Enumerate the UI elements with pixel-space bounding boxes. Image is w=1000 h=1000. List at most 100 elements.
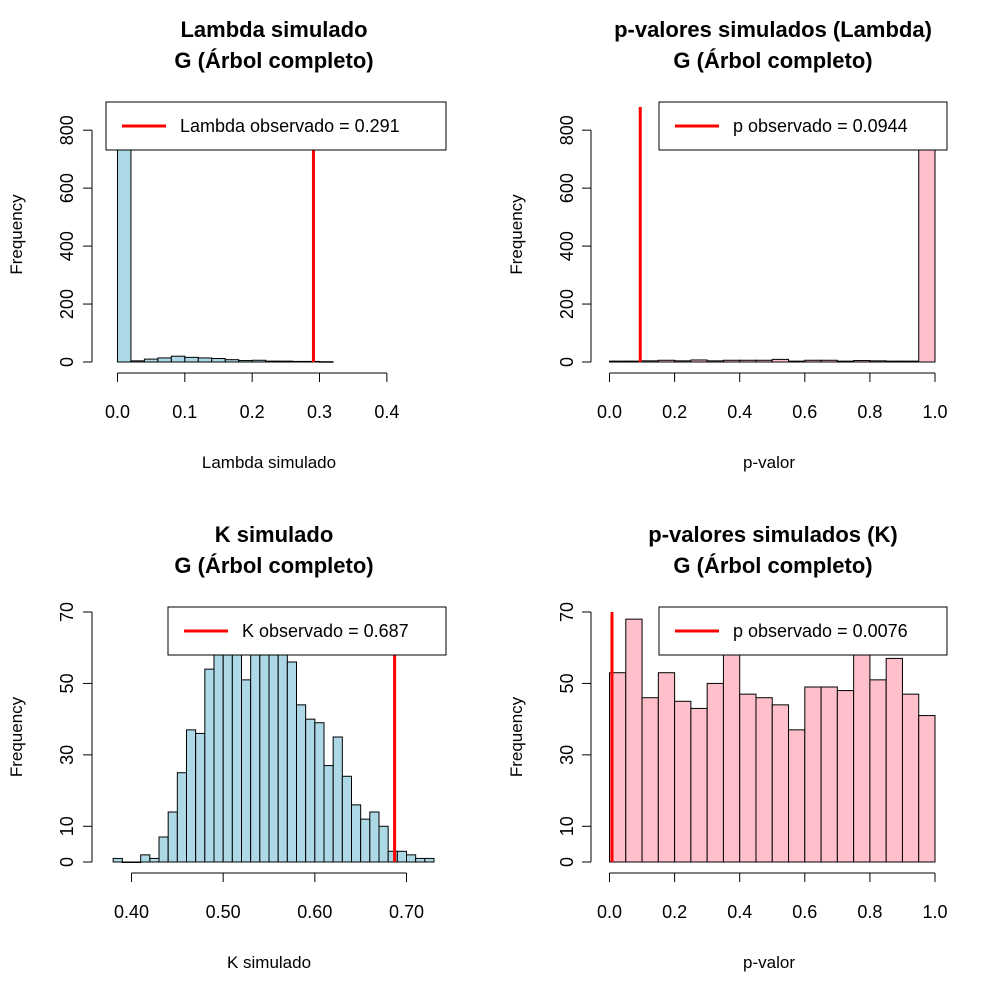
x-tick-label: 0.70 — [389, 902, 424, 922]
y-tick-label: 70 — [57, 602, 77, 622]
histogram-bar — [121, 861, 133, 863]
histogram-bar — [771, 358, 790, 363]
y-tick-label: 400 — [57, 231, 77, 261]
histogram-bar — [674, 700, 692, 863]
histogram-bar — [918, 715, 936, 863]
chart-panel-3: K simulado G (Árbol completo) 0.40 0.50 0.60… — [7, 522, 447, 972]
histogram-bar — [901, 693, 920, 863]
legend: Lambda observado = 0.291 — [105, 101, 447, 151]
x-tick-label: 0.0 — [597, 902, 622, 922]
x-axis-label: p-valor — [743, 953, 795, 972]
histogram-bar — [112, 857, 123, 863]
histogram-bar — [296, 704, 307, 863]
y-tick-label: 0 — [57, 857, 77, 867]
histogram-bar — [885, 657, 903, 863]
histogram-bar — [341, 775, 353, 863]
legend-label: p observado = 0.0944 — [733, 116, 908, 136]
bars — [116, 107, 334, 363]
y-tick-label: 50 — [557, 673, 577, 693]
chart-title: K simulado — [215, 522, 334, 547]
x-tick-label: 0.2 — [662, 902, 687, 922]
x-tick-label: 0.4 — [727, 402, 752, 422]
y-tick-label: 800 — [557, 115, 577, 145]
legend: p observado = 0.0076 — [658, 606, 948, 656]
histogram-bar — [674, 360, 692, 363]
chart-subtitle: G (Árbol completo) — [174, 553, 373, 578]
y-tick-label: 600 — [57, 173, 77, 203]
y-tick-label: 10 — [57, 816, 77, 836]
histogram-bar — [406, 854, 417, 863]
histogram-bar — [657, 672, 676, 863]
y-tick-label: 30 — [557, 745, 577, 765]
histogram-bar — [170, 355, 186, 363]
x-tick-label: 0.4 — [374, 402, 399, 422]
histogram-bar — [706, 682, 724, 863]
y-axis-label: Frequency — [7, 194, 26, 275]
histogram-bar — [184, 356, 199, 363]
y-tick-label: 400 — [557, 231, 577, 261]
histogram-bar — [360, 818, 371, 863]
histogram-bar — [140, 854, 151, 863]
y-tick-label: 200 — [557, 289, 577, 319]
y-tick-label: 0 — [557, 357, 577, 367]
histogram-bar — [853, 654, 871, 863]
histogram-bar — [869, 360, 887, 363]
bars — [609, 618, 936, 863]
histogram-bar — [332, 736, 343, 863]
x-tick-label: 0.40 — [114, 902, 149, 922]
histogram-bar — [820, 359, 838, 363]
histogram-bar — [739, 359, 757, 363]
histogram-bar — [869, 679, 887, 863]
x-tick-label: 0.3 — [307, 402, 332, 422]
x-axis-label: K simulado — [227, 953, 311, 972]
histogram-bar — [625, 618, 643, 863]
histogram-bar — [251, 359, 267, 363]
histogram-bar — [116, 107, 132, 363]
bars — [112, 612, 435, 863]
y-tick-label: 30 — [57, 745, 77, 765]
x-tick-label: 0.4 — [727, 902, 752, 922]
histogram-bar — [378, 825, 389, 863]
y-tick-label: 0 — [557, 857, 577, 867]
bars — [609, 107, 936, 363]
histogram-bar — [197, 357, 213, 363]
histogram-bar — [415, 857, 426, 863]
chart-subtitle: G (Árbol completo) — [174, 48, 373, 73]
y-tick-label: 200 — [57, 289, 77, 319]
histogram-bar — [722, 654, 741, 863]
y-axis-label: Frequency — [7, 696, 26, 777]
x-tick-label: 0.2 — [240, 402, 265, 422]
chart-subtitle: G (Árbol completo) — [673, 48, 872, 73]
histogram-bar — [396, 850, 408, 863]
histogram-bar — [901, 360, 920, 363]
histogram-bar — [706, 360, 724, 363]
histogram-bar — [853, 360, 871, 363]
x-tick-label: 0.6 — [792, 902, 817, 922]
histogram-bar — [131, 861, 142, 863]
x-tick-label: 0.50 — [206, 902, 241, 922]
histogram-bar — [424, 857, 435, 863]
y-tick-label: 50 — [57, 673, 77, 693]
histogram-bar — [690, 359, 708, 363]
x-tick-label: 0.8 — [857, 402, 882, 422]
y-tick-label: 600 — [557, 173, 577, 203]
histogram-bar — [231, 625, 242, 863]
histogram-bar — [836, 360, 855, 363]
x-tick-label: 0.2 — [662, 402, 687, 422]
x-tick-label: 0.8 — [857, 902, 882, 922]
histogram-bar — [641, 697, 659, 863]
histogram-bar — [319, 361, 334, 363]
histogram-bar — [143, 358, 159, 363]
x-tick-label: 0.0 — [105, 402, 130, 422]
histogram-bar — [278, 360, 294, 363]
histogram-bar — [195, 732, 206, 863]
x-axis-label: p-valor — [743, 453, 795, 472]
legend: p observado = 0.0944 — [658, 101, 948, 151]
x-tick-label: 0.0 — [597, 402, 622, 422]
histogram-bar — [130, 360, 145, 363]
histogram-bar — [186, 729, 197, 863]
histogram-bar — [369, 811, 380, 863]
chart-title: p-valores simulados (K) — [648, 522, 897, 547]
legend-label: p observado = 0.0076 — [733, 621, 908, 641]
histogram-bar — [722, 359, 741, 363]
